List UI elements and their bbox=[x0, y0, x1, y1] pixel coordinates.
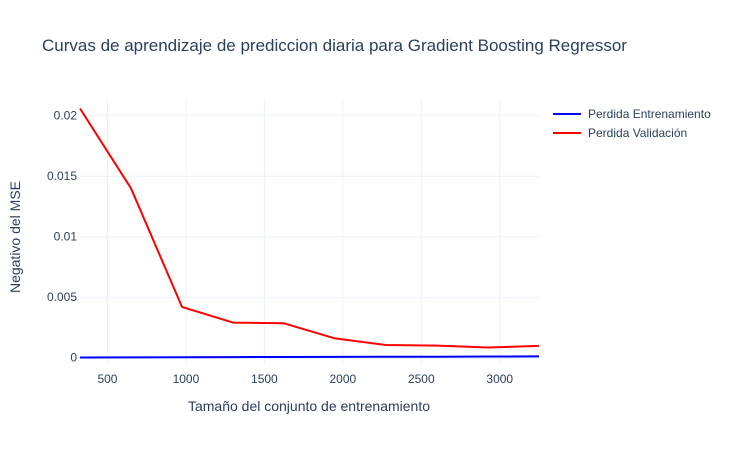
x-tick-label: 3000 bbox=[486, 372, 513, 386]
series-lines bbox=[79, 107, 540, 359]
y-tick-label: 0.015 bbox=[47, 169, 77, 183]
series-line-1 bbox=[79, 107, 540, 349]
y-tick-label: 0.005 bbox=[47, 290, 77, 304]
y-tick-label: 0.01 bbox=[54, 230, 78, 244]
x-tick-label: 1000 bbox=[173, 372, 200, 386]
series-line-0 bbox=[79, 355, 540, 359]
y-tick-label: 0 bbox=[70, 351, 77, 365]
x-tick-label: 2500 bbox=[408, 372, 435, 386]
y-tick-labels: 0 0.005 0.01 0.015 0.02 bbox=[47, 109, 77, 365]
legend: Perdida Entrenamiento Perdida Validación bbox=[553, 107, 711, 140]
x-tick-label: 500 bbox=[97, 372, 117, 386]
y-tick-label: 0.02 bbox=[54, 109, 78, 123]
x-tick-label: 2000 bbox=[329, 372, 356, 386]
x-tick-label: 1500 bbox=[251, 372, 278, 386]
chart-title: Curvas de aprendizaje de prediccion diar… bbox=[42, 36, 627, 55]
legend-item-label: Perdida Entrenamiento bbox=[588, 107, 711, 121]
grid-lines bbox=[80, 100, 539, 365]
x-tick-labels: 500 1000 1500 2000 2500 3000 bbox=[97, 372, 513, 386]
y-axis-title: Negativo del MSE bbox=[7, 181, 23, 293]
x-axis-title: Tamaño del conjunto de entrenamiento bbox=[188, 398, 430, 414]
legend-item-label: Perdida Validación bbox=[588, 126, 687, 140]
